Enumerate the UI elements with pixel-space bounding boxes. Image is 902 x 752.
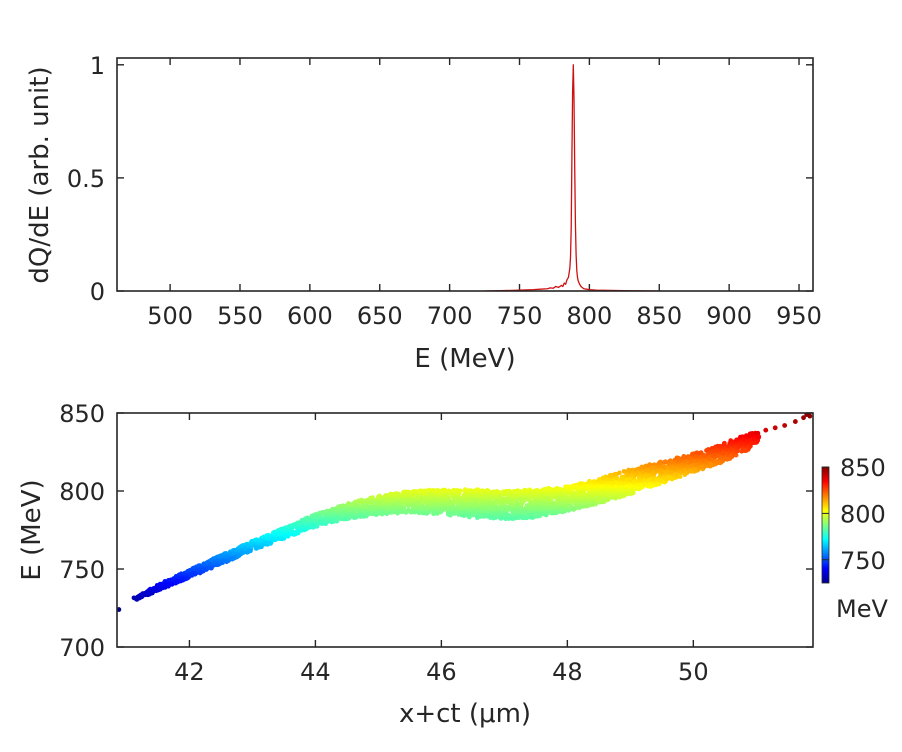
bunch-point: [457, 488, 463, 494]
1-x-tick-label: 42: [174, 658, 205, 686]
0-x-tick-label: 550: [217, 302, 263, 330]
bunch-point: [733, 452, 739, 458]
bunch-point: [614, 475, 620, 481]
0-x-tick-label: 700: [427, 302, 473, 330]
bunch-point: [401, 505, 407, 510]
0-x-tick-label: 800: [566, 302, 612, 330]
bunch-point: [248, 548, 253, 554]
spectrum-x-axis-title: E (MeV): [414, 344, 515, 374]
0-x-tick-label: 600: [287, 302, 333, 330]
0-x-tick-label: 950: [776, 302, 822, 330]
phase-space-y-axis-title: E (MeV): [17, 479, 47, 580]
bunch-point: [131, 595, 137, 601]
bunch-point: [756, 434, 762, 440]
bunch-point: [772, 425, 778, 431]
bunch-point: [792, 419, 798, 424]
bunch-point: [763, 427, 769, 433]
1-x-tick-label: 44: [300, 658, 331, 686]
phase-space-panel: 42 44 46 48 50 700 750 800 850 x+ct (μm) E (MeV)…: [17, 400, 888, 729]
1-x-tick-label: 48: [552, 658, 583, 686]
bunch-point: [630, 490, 636, 496]
bunch-point: [617, 470, 622, 476]
colorbar-ticks: 750 800 850: [822, 454, 886, 575]
0-y-tick-label: 0: [90, 278, 105, 306]
phase-space-axes-frame: [116, 412, 814, 648]
0-x-tick-label: 500: [147, 302, 193, 330]
spectrum-ticks: 500 550 600 650 700 750 800 850 900 950 0 0.5 1: [67, 52, 822, 330]
bunch-point: [566, 508, 571, 513]
0-y-tick-label: 0.5: [67, 165, 105, 193]
1-y-tick-label: 750: [59, 556, 105, 584]
bunch-point: [677, 474, 683, 479]
bunch-point: [417, 510, 422, 516]
spectrum-series: [484, 64, 660, 291]
1-y-tick-label: 850: [59, 400, 105, 428]
1-y-tick-label: 800: [59, 478, 105, 506]
bunch-point: [656, 481, 662, 487]
colorbar: 750 800 850 MeV: [821, 454, 888, 623]
0-x-tick-label: 650: [357, 302, 403, 330]
colorbar-tick-label: 800: [840, 500, 886, 528]
bunch-point: [801, 415, 806, 421]
spectrum-y-axis-title: dQ/dE (arb. unit): [25, 66, 55, 283]
bunch-point: [370, 495, 375, 500]
colorbar-tick-label: 750: [840, 547, 886, 575]
phase-space-ticks: 42 44 46 48 50 700 750 800 850: [59, 400, 813, 686]
colorbar-gradient: [821, 466, 830, 584]
bunch-point: [496, 489, 501, 495]
bunch-point: [755, 430, 761, 436]
1-x-tick-label: 50: [678, 658, 709, 686]
colorbar-tick-label: 850: [840, 454, 886, 482]
0-x-tick-label: 900: [706, 302, 752, 330]
phase-space-x-axis-title: x+ct (μm): [399, 699, 531, 729]
1-x-tick-label: 46: [426, 658, 457, 686]
0-x-tick-label: 750: [497, 302, 543, 330]
colorbar-unit-label: MeV: [836, 595, 888, 623]
bunch-point: [782, 423, 788, 428]
1-y-tick-label: 700: [59, 634, 105, 662]
bunch-point: [117, 607, 122, 612]
spectrum-axes-frame: [116, 57, 814, 292]
0-x-tick-label: 850: [636, 302, 682, 330]
phase-space-scatter: [117, 413, 813, 612]
spectrum-line: [484, 64, 660, 291]
spectrum-panel: 500 550 600 650 700 750 800 850 900 950 0 0.5 1 E (M…: [25, 52, 822, 374]
0-y-tick-label: 1: [90, 52, 105, 80]
